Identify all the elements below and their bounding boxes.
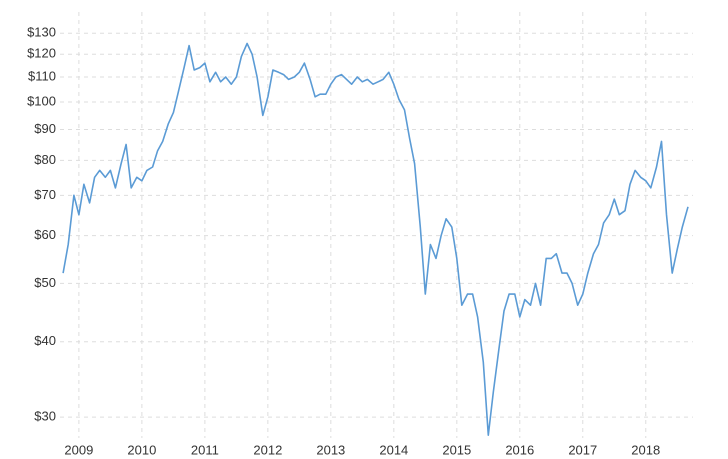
y-tick-label: $130 (27, 25, 56, 40)
x-tick-label: 2015 (442, 442, 471, 457)
x-tick-label: 2016 (505, 442, 534, 457)
y-tick-label: $80 (34, 152, 56, 167)
y-tick-label: $50 (34, 275, 56, 290)
y-tick-label: $110 (28, 68, 56, 83)
y-tick-label: $40 (34, 333, 56, 348)
y-tick-label: $120 (27, 46, 56, 61)
x-tick-label: 2010 (127, 442, 156, 457)
x-tick-label: 2014 (379, 442, 408, 457)
y-tick-label: $30 (34, 409, 56, 424)
x-tick-label: 2012 (253, 442, 282, 457)
y-tick-label: $90 (34, 121, 56, 136)
x-tick-label: 2018 (631, 442, 660, 457)
y-tick-label: $70 (34, 187, 56, 202)
x-tick-label: 2017 (568, 442, 597, 457)
y-tick-label: $100 (27, 93, 56, 108)
x-tick-label: 2013 (316, 442, 345, 457)
x-tick-label: 2009 (64, 442, 93, 457)
price-line (62, 42, 689, 436)
y-tick-label: $60 (34, 227, 56, 242)
x-tick-label: 2011 (191, 442, 219, 457)
